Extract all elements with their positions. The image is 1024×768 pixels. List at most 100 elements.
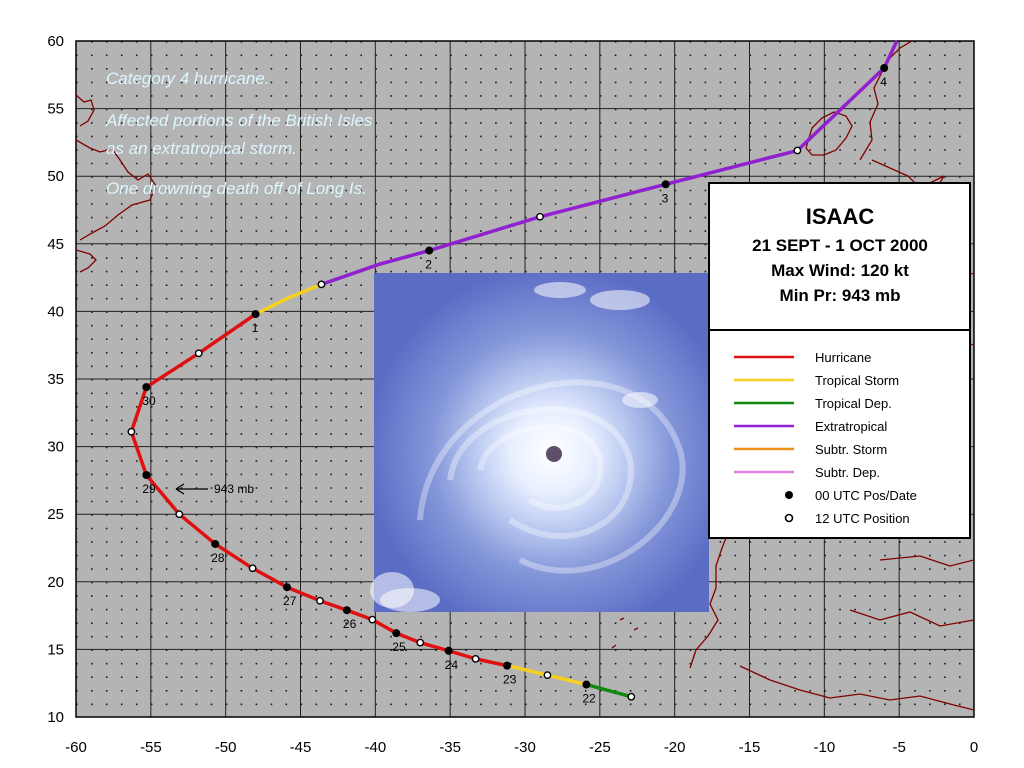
track-segment xyxy=(213,542,255,571)
x-tick-label: -25 xyxy=(589,739,611,756)
date-label: 29 xyxy=(142,482,156,496)
position-12utc xyxy=(368,615,377,624)
position-00utc xyxy=(211,539,220,548)
x-tick-label: -30 xyxy=(514,739,536,756)
plot-border xyxy=(75,40,975,718)
x-tick-label: -35 xyxy=(439,739,461,756)
coast-nova-scotia xyxy=(76,249,97,273)
note-drowning: One drowning death off of Long Is. xyxy=(106,179,367,198)
track-segment xyxy=(505,663,550,677)
y-tick-label: 25 xyxy=(47,506,64,523)
position-00utc xyxy=(582,680,591,689)
date-label: 25 xyxy=(392,640,406,654)
notes: Category 4 hurricane. Affected portions … xyxy=(105,69,373,198)
position-00utc xyxy=(142,383,151,392)
pressure-arrow xyxy=(175,483,208,495)
track-segment xyxy=(545,673,589,687)
y-tick-label: 20 xyxy=(47,574,64,591)
track-segment xyxy=(663,148,800,187)
position-12utc xyxy=(536,212,544,221)
y-tick-label: 30 xyxy=(47,439,64,456)
track-segment xyxy=(129,429,149,477)
date-label: 4 xyxy=(880,75,887,89)
storm-min-pressure: Min Pr: 943 mb xyxy=(780,286,901,305)
y-tick-label: 10 xyxy=(47,709,64,726)
date-label: 3 xyxy=(662,191,669,205)
coast-britain xyxy=(859,41,945,187)
x-tick-label: -20 xyxy=(664,739,686,756)
track-segment xyxy=(319,262,382,287)
track-segment xyxy=(144,473,182,516)
position-00utc xyxy=(142,470,151,479)
date-label: 2 xyxy=(425,258,432,272)
position-12utc xyxy=(248,564,257,573)
date-label: 27 xyxy=(283,594,297,608)
track-segment xyxy=(795,66,886,153)
legend-label: Tropical Dep. xyxy=(815,396,892,411)
y-tick-label: 35 xyxy=(47,371,64,388)
track-segment xyxy=(538,182,668,219)
x-tick-label: -15 xyxy=(739,739,761,756)
y-tick-label: 40 xyxy=(47,303,64,320)
x-tick-label: -5 xyxy=(892,739,905,756)
position-00utc xyxy=(661,180,670,189)
x-axis-ticks: -60 -55 -50 -45 -40 -35 -30 -25 -20 -15 -10 -5 0 xyxy=(65,739,978,756)
position-00utc xyxy=(342,606,351,615)
pressure-annotation: 943 mb xyxy=(175,482,254,496)
track-segment xyxy=(285,585,322,603)
legend-swatch xyxy=(784,513,794,523)
date-label: 28 xyxy=(211,551,225,565)
coast-gulf-guinea xyxy=(739,665,974,711)
date-label: 1 xyxy=(252,321,259,335)
legend-label: Subtr. Storm xyxy=(815,442,887,457)
date-label: 24 xyxy=(445,658,459,672)
track-segment xyxy=(446,649,478,661)
legend-label: 12 UTC Position xyxy=(815,511,910,526)
position-12utc xyxy=(127,427,136,436)
x-tick-label: -10 xyxy=(813,739,835,756)
cape-verde xyxy=(611,617,639,649)
legend-label: 00 UTC Pos/Date xyxy=(815,488,917,503)
position-12utc xyxy=(627,692,636,701)
track-segment xyxy=(345,608,375,622)
coast-newfoundland xyxy=(76,94,157,241)
note-category: Category 4 hurricane. xyxy=(106,69,269,88)
storm-dates: 21 SEPT - 1 OCT 2000 xyxy=(752,236,928,255)
y-tick-label: 45 xyxy=(47,236,64,253)
legend: Hurricane Tropical Storm Tropical Dep. Extr… xyxy=(708,329,971,539)
track-segment xyxy=(250,566,289,589)
date-label: 30 xyxy=(142,394,156,408)
y-tick-label: 60 xyxy=(47,33,64,50)
position-12utc xyxy=(194,349,203,358)
position-12utc xyxy=(416,638,425,647)
position-00utc xyxy=(283,583,292,592)
pressure-label: 943 mb xyxy=(214,482,254,496)
note-british-isles-2: as an extratropical storm. xyxy=(106,139,297,158)
y-tick-label: 50 xyxy=(47,168,64,185)
track-segment xyxy=(394,631,422,645)
position-12utc xyxy=(317,280,326,289)
position-00utc xyxy=(444,646,453,655)
y-tick-label: 55 xyxy=(47,101,64,118)
position-12utc xyxy=(471,654,480,663)
note-british-isles-1: Affected portions of the British Isles xyxy=(105,111,373,130)
x-tick-label: -60 xyxy=(65,739,87,756)
track-segment xyxy=(253,296,291,316)
track-segment xyxy=(473,657,509,668)
x-tick-label: -40 xyxy=(364,739,386,756)
position-12utc xyxy=(175,510,184,519)
position-00utc xyxy=(880,64,889,73)
date-label: 23 xyxy=(503,673,517,687)
track-segment xyxy=(418,640,451,653)
storm-name: ISAAC xyxy=(806,204,875,229)
position-00utc xyxy=(392,629,401,638)
track-segment xyxy=(129,385,149,434)
satellite-image xyxy=(370,273,709,612)
track-segment xyxy=(318,598,349,612)
track-segment xyxy=(882,40,898,70)
legend-label: Subtr. Dep. xyxy=(815,465,880,480)
y-axis-ticks: 10 15 20 25 30 35 40 45 50 55 60 xyxy=(47,33,64,726)
position-00utc xyxy=(251,310,260,319)
track-segment xyxy=(144,351,201,389)
